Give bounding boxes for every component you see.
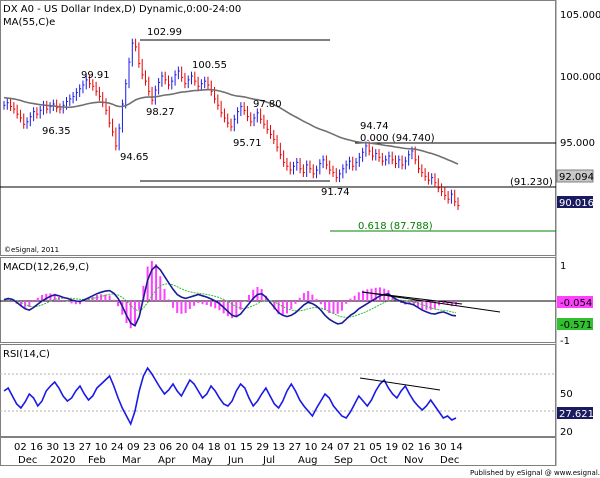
price-panel-title: DX A0 - US Dollar Index,D) Dynamic,0:00-… (3, 4, 241, 15)
annotation-94-65: 94.65 (120, 152, 149, 163)
macd-panel-title: MACD(12,26,9,C) (3, 262, 89, 273)
x-month-label: Oct (370, 455, 387, 466)
x-day-tick: 02 (14, 442, 27, 453)
x-day-tick: 29 (256, 442, 269, 453)
x-month-label: Sep (334, 455, 353, 466)
x-day-tick: 10 (305, 442, 318, 453)
footer-credit: Published by eSignal @ www.esignal.com (470, 469, 600, 477)
x-axis-day-ticks: 02 16 30 13 27 10 24 09 23 06 20 04 18 01 15 29 13 27 10 24… (14, 442, 463, 453)
rsi-line (4, 368, 456, 424)
price-tick-95: 95.000 (560, 138, 595, 149)
price-candles (4, 39, 460, 210)
x-day-tick: 15 (240, 442, 253, 453)
x-day-tick: 14 (450, 442, 463, 453)
x-month-label: Jul (262, 455, 275, 466)
annotation-96-35: 96.35 (42, 126, 71, 137)
rsi-trendline (360, 378, 440, 390)
x-day-tick: 06 (159, 442, 172, 453)
signal-value-text: -0.571 (560, 320, 592, 331)
x-day-tick: 27 (289, 442, 302, 453)
annotation-97-80: 97.80 (253, 99, 282, 110)
price-panel-frame (1, 1, 556, 256)
x-day-tick: 04 (192, 442, 205, 453)
annotation-fib-zero: 0.000 (94.740) (360, 133, 435, 144)
x-day-tick: 13 (272, 442, 285, 453)
x-month-label: Mar (122, 455, 142, 466)
macd-tick-minus1: -1 (560, 336, 570, 347)
price-tick-105: 105.000 (560, 10, 600, 21)
x-month-label: May (192, 455, 213, 466)
x-month-label: 2020 (50, 455, 75, 466)
macd-tick-1: 1 (560, 261, 566, 272)
x-day-tick: 18 (208, 442, 221, 453)
x-day-tick: 27 (79, 442, 92, 453)
x-day-tick: 07 (337, 442, 350, 453)
last-price-text: 90.016 (559, 198, 594, 209)
annotation-91-74: 91.74 (321, 187, 350, 198)
x-day-tick: 24 (321, 442, 334, 453)
x-day-tick: 05 (369, 442, 382, 453)
rsi-tick-20: 20 (560, 427, 573, 438)
watermark: ©eSignal, 2011 (4, 246, 59, 254)
rsi-value-text: 27.621 (559, 409, 594, 420)
annotation-102-99: 102.99 (147, 27, 182, 38)
rsi-panel-frame (1, 345, 556, 437)
annotation-fib-618: 0.618 (87.788) (358, 221, 433, 232)
x-day-tick: 16 (30, 442, 43, 453)
x-day-tick: 21 (353, 442, 366, 453)
x-month-label: Feb (88, 455, 106, 466)
rsi-tick-50: 50 (560, 389, 573, 400)
rsi-panel-title: RSI(14,C) (3, 349, 50, 360)
macd-value-text: -0.054 (560, 298, 592, 309)
x-month-label: Jun (227, 455, 244, 466)
annotation-95-71: 95.71 (233, 138, 262, 149)
ma-value-text: 92.094 (559, 172, 594, 183)
x-month-label: Nov (404, 455, 424, 466)
x-day-tick: 19 (385, 442, 398, 453)
x-axis-month-labels: Dec 2020 Feb Mar Apr May Jun Jul Aug Sep Oct Nov Dec (18, 455, 459, 466)
x-day-tick: 10 (95, 442, 108, 453)
x-day-tick: 13 (62, 442, 75, 453)
x-day-tick: 30 (434, 442, 447, 453)
annotation-100-55: 100.55 (192, 60, 227, 71)
annotation-94-74: 94.74 (360, 121, 389, 132)
annotation-99-91: 99.91 (81, 70, 110, 81)
x-day-tick: 16 (418, 442, 431, 453)
x-day-tick: 01 (224, 442, 237, 453)
x-day-tick: 23 (143, 442, 156, 453)
annotation-98-27: 98.27 (146, 107, 175, 118)
x-day-tick: 24 (111, 442, 124, 453)
x-month-label: Dec (440, 455, 459, 466)
price-tick-100: 100.000 (560, 72, 600, 83)
x-month-label: Aug (298, 455, 318, 466)
x-day-tick: 09 (127, 442, 140, 453)
annotation-91-230: (91.230) (510, 177, 553, 188)
x-month-label: Apr (158, 455, 176, 466)
x-day-tick: 20 (175, 442, 188, 453)
ma-indicator-label: MA(55,C)e (3, 17, 55, 28)
x-day-tick: 02 (402, 442, 415, 453)
x-month-label: Dec (18, 455, 37, 466)
x-day-tick: 30 (46, 442, 59, 453)
